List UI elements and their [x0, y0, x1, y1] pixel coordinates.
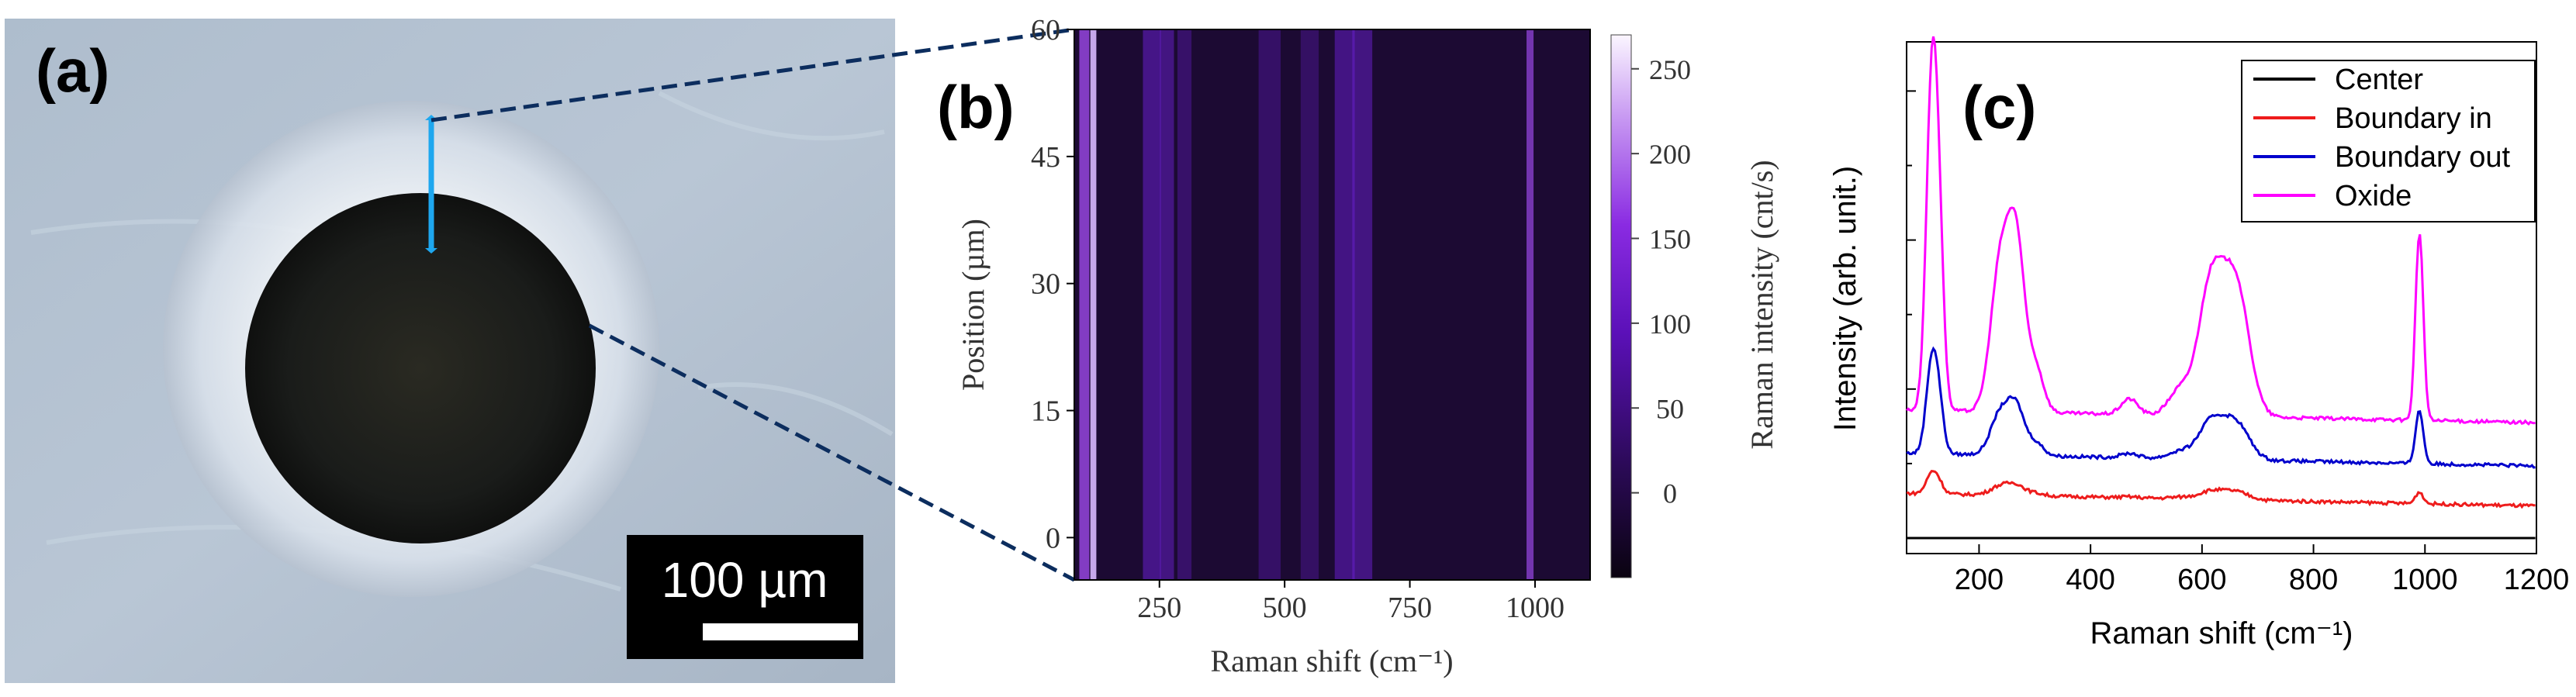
heatmap-x-ticks: 250 500 750 1000	[1137, 580, 1565, 624]
colorbar-tick-label: 0	[1663, 478, 1677, 509]
heatmap-band	[1090, 29, 1097, 580]
heatmap-band	[1177, 29, 1192, 580]
profile-bottom-marker	[425, 248, 437, 254]
spectrum-line-boundary-out	[1906, 346, 2536, 469]
heatmap-frame	[1074, 29, 1591, 581]
heatmap-y-tick-label: 15	[1031, 395, 1060, 428]
scale-bar	[703, 623, 858, 640]
heatmap-x-tick-label: 1000	[1506, 592, 1565, 624]
colorbar-label: Raman intensity (cnt/s)	[1744, 160, 1779, 449]
spectra-x-tick-label: 600	[2177, 564, 2226, 596]
heatmap-band	[1258, 29, 1281, 580]
heatmap-band	[1352, 29, 1373, 580]
spectra-x-ticks: 200 400 600 800 1000 1200	[1955, 544, 2570, 596]
spectra-lines	[1905, 36, 2536, 540]
spectra-x-tick-label: 800	[2289, 564, 2338, 596]
spectra-x-tick-label: 1000	[2392, 564, 2458, 596]
heatmap-y-tick-label: 45	[1031, 141, 1060, 174]
zoom-line-top	[430, 27, 1075, 122]
colorbar-tick-label: 50	[1656, 393, 1684, 424]
panel-c: 200 400 600 800 1000 1200 Raman shift (cm⁻¹) …	[1828, 36, 2569, 650]
colorbar-ticks: 0 50 100 150 200 250	[1631, 54, 1691, 509]
spectrum-line-oxide	[1905, 36, 2536, 426]
legend-label: Oxide	[2335, 180, 2412, 212]
dark-spot	[245, 193, 596, 543]
panel-a-label: (a)	[36, 36, 109, 105]
spectra-x-tick-label: 200	[1955, 564, 2004, 596]
panel-a: (a) 100 µm	[5, 19, 895, 683]
heatmap-bands	[1079, 29, 1534, 580]
spectra-x-label: Raman shift (cm⁻¹)	[2090, 616, 2353, 650]
colorbar-tick-label: 150	[1649, 224, 1691, 255]
spectrum-line-boundary-in	[1906, 469, 2536, 509]
panel-c-label: (c)	[1962, 73, 2036, 141]
heatmap-x-label: Raman shift (cm⁻¹)	[1210, 644, 1453, 678]
heatmap-band	[1160, 29, 1174, 580]
spectra-x-tick-label: 400	[2066, 564, 2114, 596]
colorbar-tick-label: 100	[1649, 309, 1691, 340]
colorbar-tick-label: 200	[1649, 139, 1691, 170]
scale-bar-text: 100 µm	[662, 552, 828, 608]
legend-label: Boundary in	[2335, 102, 2492, 135]
spectra-y-label: Intensity (arb. unit.)	[1828, 166, 1862, 431]
heatmap-y-tick-label: 60	[1031, 14, 1060, 47]
colorbar-tick-label: 250	[1649, 54, 1691, 85]
heatmap-x-tick-label: 250	[1137, 592, 1181, 624]
heatmap-band	[1527, 29, 1534, 580]
heatmap-y-tick-label: 0	[1046, 522, 1060, 554]
zoom-line-bottom	[588, 323, 1076, 582]
heatmap-band	[1143, 29, 1161, 580]
heatmap-band	[1079, 29, 1090, 580]
legend-label: Center	[2335, 64, 2423, 96]
heatmap-x-tick-label: 750	[1388, 592, 1432, 624]
panel-b-label: (b)	[937, 73, 1015, 141]
colorbar	[1610, 34, 1632, 578]
heatmap-band	[1300, 29, 1319, 580]
legend: Center Boundary in Boundary out Oxide	[2253, 64, 2510, 212]
spectra-x-tick-label: 1200	[2504, 564, 2570, 596]
heatmap-y-tick-label: 30	[1031, 268, 1060, 301]
heatmap-band	[1334, 29, 1355, 580]
heatmap-y-label: Position (µm)	[956, 219, 991, 391]
heatmap-x-tick-label: 500	[1263, 592, 1307, 624]
spectra-y-ticks	[1907, 90, 1916, 539]
legend-label: Boundary out	[2335, 141, 2510, 174]
heatmap-y-ticks: 0 15 30 45 60	[1031, 14, 1074, 554]
